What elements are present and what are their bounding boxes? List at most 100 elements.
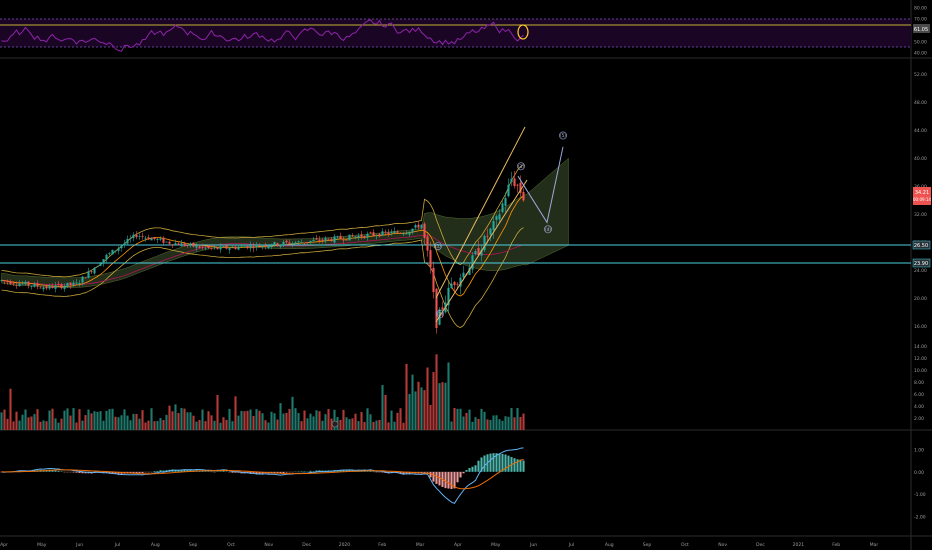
volume-bar <box>264 420 267 430</box>
candle-body <box>273 241 276 246</box>
candle-body <box>270 245 273 248</box>
macd-hist-bar <box>468 468 471 472</box>
volume-bar <box>519 416 522 430</box>
volume-bar <box>405 363 408 430</box>
candle-body <box>51 286 54 289</box>
macd-hist-bar <box>522 460 525 472</box>
candle-body <box>360 234 363 237</box>
candle-body <box>153 237 156 240</box>
candle-body <box>144 237 147 239</box>
candle-body <box>33 283 36 287</box>
volume-bar <box>249 409 252 430</box>
macd-hist-bar <box>312 471 315 472</box>
macd-hist-bar <box>507 455 510 472</box>
candle-body <box>513 178 516 187</box>
candle-body <box>387 232 390 235</box>
macd-hist-bar <box>117 471 120 474</box>
candle-body <box>330 239 333 242</box>
candle-body <box>204 247 207 249</box>
candle-body <box>357 235 360 238</box>
candle-body <box>279 244 282 247</box>
time-axis-label: Dec <box>756 542 765 548</box>
volume-bar <box>399 408 402 430</box>
macd-hist-bar <box>294 471 297 473</box>
candle-body <box>162 237 165 243</box>
macd-hist-bar <box>48 470 51 472</box>
candle-body <box>159 238 162 240</box>
candle-body <box>60 284 63 289</box>
rsi-tick-label: 50.00 <box>914 39 927 45</box>
channel-upper-line <box>435 126 526 299</box>
candle-body <box>243 246 246 248</box>
candle-body <box>456 283 459 285</box>
candle-body <box>81 276 84 283</box>
candle-body <box>123 243 126 246</box>
candle-body <box>288 242 291 245</box>
volume-bar <box>339 419 342 430</box>
candle-body <box>228 248 231 250</box>
candle-body <box>450 283 453 289</box>
macd-hist-bar <box>480 457 483 472</box>
macd-hist-bar <box>309 470 312 472</box>
volume-bar <box>465 412 468 430</box>
wave-label-circle <box>544 225 552 234</box>
candle-body <box>174 243 177 246</box>
volume-bar <box>312 416 315 430</box>
candle-body <box>192 242 195 247</box>
price-tick-label: 44.00 <box>914 128 927 134</box>
price-tick-label: 20.00 <box>914 296 927 302</box>
candle-body <box>105 254 108 260</box>
candle-body <box>6 280 9 282</box>
candle-body <box>327 238 330 240</box>
volume-bar <box>273 413 276 430</box>
volume-bar <box>231 421 234 430</box>
candle-body <box>504 198 507 206</box>
volume-tick-label: 12.00 <box>914 356 927 362</box>
volume-bar <box>459 408 462 430</box>
candle-body <box>510 178 513 183</box>
volume-bar <box>486 419 489 430</box>
macd-tick-label: 1.00 <box>914 447 924 453</box>
time-axis[interactable]: Apr May Jun Jul Aug Sep Oct Nov Dec 2020 Feb Mar Apr… <box>0 542 878 548</box>
macd-hist-bar <box>159 470 162 472</box>
candle-body <box>297 241 300 243</box>
volume-bar <box>441 382 444 430</box>
volume-bar <box>48 410 51 430</box>
macd-hist-bar <box>135 471 138 474</box>
volume-bar <box>24 409 27 430</box>
volume-bar <box>147 420 150 430</box>
macd-hist-bar <box>501 453 504 472</box>
volume-bar <box>126 415 129 430</box>
candle-body <box>459 277 462 287</box>
volume-bar <box>189 412 192 430</box>
candle-body <box>435 288 438 329</box>
candle-body <box>348 234 351 241</box>
macd-hist-bar <box>435 471 438 484</box>
volume-bar <box>375 420 378 430</box>
volume-bar <box>162 420 165 430</box>
candle-body <box>141 236 144 238</box>
macd-hist-bar <box>180 469 183 472</box>
macd-hist-bar <box>153 471 156 472</box>
volume-bar <box>168 405 171 430</box>
macd-tick-label: -1.00 <box>914 492 926 498</box>
candle-body <box>210 247 213 249</box>
macd-hist-bar <box>423 471 426 473</box>
volume-bar <box>66 408 69 430</box>
volume-bar <box>255 409 258 430</box>
volume-bar <box>393 421 396 430</box>
volume-bar <box>330 418 333 430</box>
price-tick-label: 40.00 <box>914 156 927 162</box>
candle-body <box>447 287 450 306</box>
candle-body <box>492 221 495 231</box>
macd-tick-label: -2.00 <box>914 515 926 521</box>
candle-body <box>489 228 492 235</box>
macd-hist-bar <box>369 470 372 472</box>
volume-bar <box>81 420 84 430</box>
volume-bar <box>210 415 213 430</box>
macd-hist-bar <box>426 471 429 473</box>
candle-body <box>303 242 306 244</box>
candle-body <box>411 228 414 233</box>
candle-body <box>453 282 456 286</box>
